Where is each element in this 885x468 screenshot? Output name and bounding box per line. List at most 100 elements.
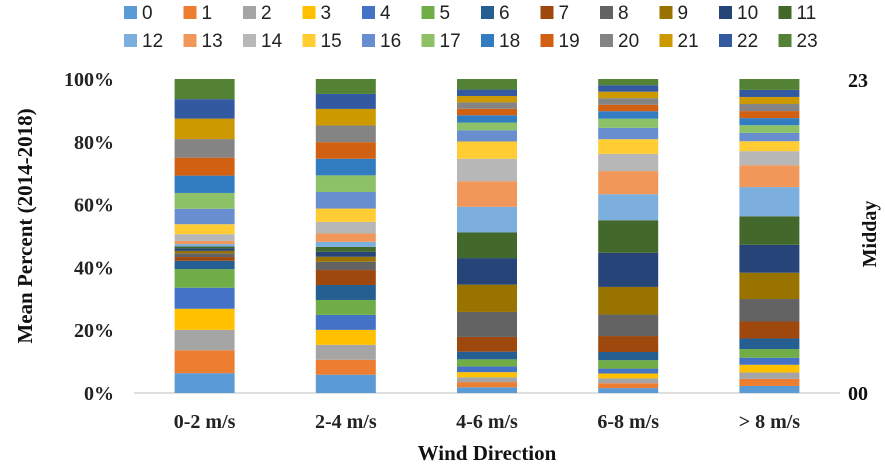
bar-segment-hour-14 bbox=[315, 221, 376, 234]
y-tick-label: 100% bbox=[64, 69, 114, 91]
legend-label: 17 bbox=[440, 31, 461, 52]
bar-segment-hour-2 bbox=[739, 372, 800, 379]
legend-swatch bbox=[243, 34, 256, 47]
legend-swatch bbox=[540, 6, 554, 19]
bar-stack bbox=[457, 79, 517, 393]
bar-segment-hour-23 bbox=[174, 79, 235, 100]
bar-segment-hour-7 bbox=[315, 270, 376, 286]
legend-label: 2 bbox=[261, 3, 272, 24]
bar-segment-hour-22 bbox=[739, 89, 800, 97]
legend-swatch bbox=[421, 6, 435, 19]
bar-segment-hour-2 bbox=[598, 378, 659, 384]
bar-segment-hour-9 bbox=[739, 272, 800, 300]
bar-segment-hour-15 bbox=[739, 141, 800, 152]
bar-segment-hour-19 bbox=[598, 104, 659, 112]
bar-segment-hour-3 bbox=[457, 372, 517, 378]
bar-segment-hour-8 bbox=[739, 299, 800, 322]
legend-item: 6 bbox=[481, 3, 510, 24]
legend-item: 1 bbox=[183, 3, 213, 24]
bar-segment-hour-12 bbox=[174, 244, 235, 247]
bar-segment-hour-7 bbox=[174, 257, 235, 261]
bar-segment-hour-23 bbox=[739, 79, 800, 90]
bar-segment-hour-15 bbox=[174, 224, 235, 235]
bar-segment-hour-16 bbox=[739, 132, 800, 142]
bar-segment-hour-11 bbox=[315, 246, 376, 252]
bar-segment-hour-5 bbox=[457, 359, 517, 367]
legend-item: 3 bbox=[302, 3, 332, 24]
bar-segment-hour-17 bbox=[174, 192, 235, 209]
x-axis-ticks: 0-2 m/s 2-4 m/s 4-6 m/s 6-8 m/s > 8 m/s bbox=[174, 411, 801, 433]
bar-segment-hour-1 bbox=[739, 378, 800, 386]
bar-segment-hour-10 bbox=[315, 251, 376, 257]
legend-item: 0 bbox=[124, 3, 153, 24]
legend-label: 20 bbox=[618, 31, 639, 52]
bar-stack bbox=[174, 79, 235, 393]
bar-segment-hour-14 bbox=[739, 151, 800, 166]
legend-item: 18 bbox=[481, 31, 520, 52]
bar-segment-hour-11 bbox=[739, 216, 800, 245]
right-bottom-label: 00 bbox=[848, 383, 868, 405]
bar-segment-hour-22 bbox=[457, 89, 517, 96]
legend-swatch bbox=[302, 34, 316, 47]
bar-segment-hour-3 bbox=[315, 329, 376, 345]
legend-item: 4 bbox=[362, 3, 391, 24]
x-tick-label: 0-2 m/s bbox=[174, 411, 236, 433]
bar-segment-hour-1 bbox=[457, 382, 517, 388]
bar-segment-hour-0 bbox=[174, 373, 235, 393]
bar-segment-hour-8 bbox=[315, 261, 376, 271]
bar-segment-hour-4 bbox=[598, 368, 659, 374]
y-tick-label: 60% bbox=[74, 195, 114, 217]
legend-swatch bbox=[362, 6, 375, 19]
legend-item: 12 bbox=[124, 31, 163, 52]
bar-segment-hour-15 bbox=[315, 208, 376, 222]
bar-segment-hour-17 bbox=[457, 122, 517, 131]
right-axis-label: Midday bbox=[859, 201, 881, 268]
legend-item: 8 bbox=[600, 3, 629, 24]
right-top-label: 23 bbox=[848, 70, 868, 92]
bar-stack bbox=[315, 79, 376, 393]
legend-item: 19 bbox=[540, 31, 580, 52]
legend-item: 17 bbox=[421, 31, 461, 52]
legend-label: 22 bbox=[737, 31, 758, 52]
bar-segment-hour-22 bbox=[174, 99, 235, 119]
bar-segment-hour-8 bbox=[174, 253, 235, 258]
legend-item: 23 bbox=[778, 31, 818, 52]
bar-segment-hour-18 bbox=[739, 118, 800, 126]
legend-swatch bbox=[719, 6, 732, 19]
legend-label: 6 bbox=[499, 3, 510, 24]
bar-segment-hour-17 bbox=[739, 125, 800, 133]
bar-segment-hour-20 bbox=[315, 125, 376, 143]
bar-segment-hour-0 bbox=[315, 374, 376, 393]
legend-label: 23 bbox=[797, 31, 818, 52]
bar-segment-hour-20 bbox=[457, 102, 517, 109]
legend-label: 10 bbox=[737, 3, 758, 24]
bar-segment-hour-19 bbox=[174, 157, 235, 176]
legend-item: 16 bbox=[362, 31, 401, 52]
legend-swatch bbox=[600, 34, 613, 47]
bar-segment-hour-9 bbox=[315, 256, 376, 262]
bar-segment-hour-5 bbox=[174, 269, 235, 288]
legend-swatch bbox=[481, 34, 494, 47]
bar-segment-hour-9 bbox=[457, 284, 517, 312]
legend-swatch bbox=[124, 6, 137, 19]
y-axis-title: Mean Percent (2014-2018) bbox=[13, 108, 37, 343]
bar-segment-hour-7 bbox=[739, 321, 800, 339]
legend-label: 7 bbox=[559, 3, 570, 24]
y-tick-label: 40% bbox=[74, 257, 114, 279]
bar-segment-hour-10 bbox=[598, 252, 659, 287]
x-axis-title: Wind Direction bbox=[418, 441, 557, 465]
legend-label: 3 bbox=[321, 3, 332, 24]
bar-segment-hour-21 bbox=[598, 91, 659, 99]
bar-segment-hour-14 bbox=[457, 158, 517, 182]
bar-segment-hour-3 bbox=[174, 308, 235, 330]
bar-segment-hour-12 bbox=[598, 194, 659, 221]
bar-segment-hour-15 bbox=[457, 141, 517, 159]
legend-label: 1 bbox=[202, 3, 213, 24]
bar-segment-hour-1 bbox=[315, 359, 376, 375]
bar-segment-hour-20 bbox=[739, 104, 800, 112]
bar-segment-hour-22 bbox=[315, 93, 376, 109]
bar-segment-hour-10 bbox=[174, 248, 235, 251]
legend-label: 5 bbox=[440, 3, 451, 24]
